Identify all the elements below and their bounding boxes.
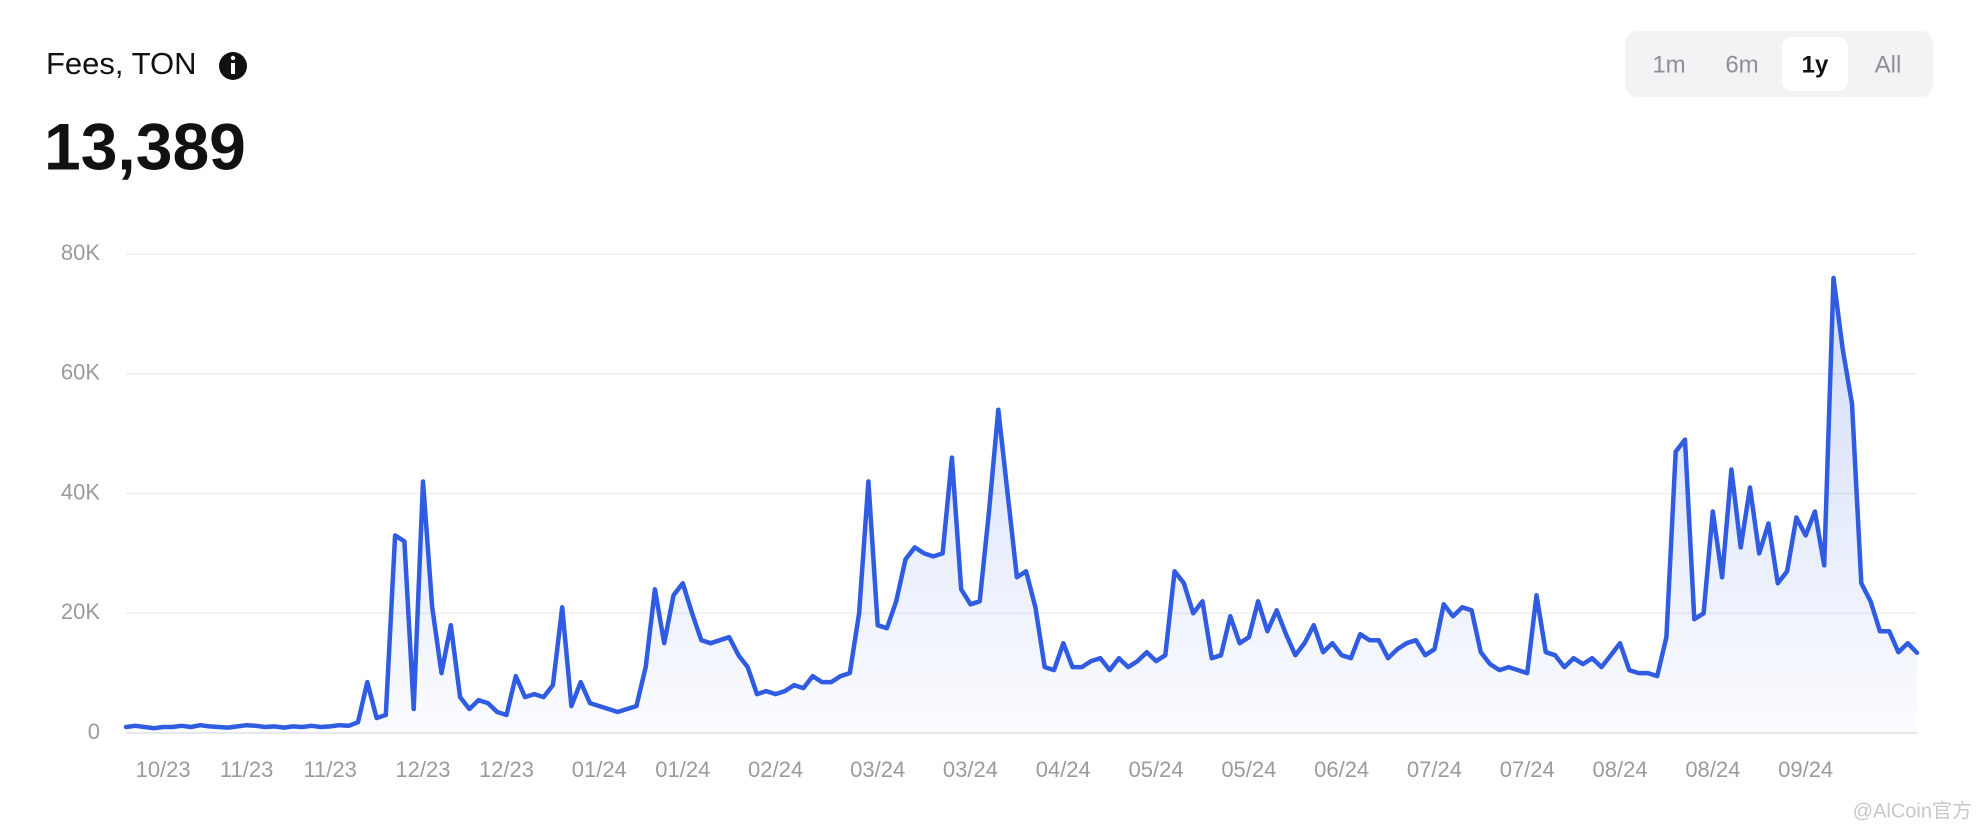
line	[123, 275, 1920, 731]
info-icon[interactable]	[219, 52, 247, 80]
x-tick-label: 10/23	[136, 757, 191, 782]
x-tick-label: 11/23	[220, 757, 273, 782]
x-tick-label: 11/23	[303, 757, 356, 782]
x-tick-label: 04/24	[1036, 757, 1091, 782]
x-tick-label: 05/24	[1129, 757, 1184, 782]
area-fill	[126, 278, 1917, 733]
chart-title: Fees, TON	[46, 46, 196, 81]
x-tick-label: 01/24	[655, 757, 710, 782]
y-tick-label: 20K	[61, 599, 100, 624]
x-tick-label: 06/24	[1314, 757, 1369, 782]
x-tick-label: 07/24	[1407, 757, 1462, 782]
y-tick-label: 40K	[61, 479, 100, 504]
x-tick-label: 01/24	[572, 757, 627, 782]
range-button-active[interactable]	[1782, 37, 1848, 91]
x-tick-label: 02/24	[748, 757, 803, 782]
range-selector	[1625, 31, 1933, 97]
watermark: @AlCoin官方	[1853, 799, 1972, 822]
x-tick-label: 08/24	[1593, 757, 1648, 782]
y-tick-label: 80K	[61, 240, 100, 265]
y-tick-label: 60K	[61, 360, 100, 385]
range-button[interactable]: 1m	[1652, 51, 1685, 78]
y-tick-label: 0	[88, 719, 100, 744]
x-tick-label: 05/24	[1221, 757, 1276, 782]
range-button[interactable]: 6m	[1725, 51, 1758, 78]
range-button[interactable]: All	[1875, 51, 1902, 78]
range-button[interactable]: 1y	[1802, 51, 1829, 78]
x-tick-label: 12/23	[395, 757, 450, 782]
x-tick-label: 03/24	[943, 757, 998, 782]
x-tick-label: 07/24	[1500, 757, 1555, 782]
x-tick-label: 12/23	[479, 757, 534, 782]
headline-value: 13,389	[44, 109, 246, 183]
x-tick-label: 08/24	[1685, 757, 1740, 782]
x-tick-label: 03/24	[850, 757, 905, 782]
x-tick-label: 09/24	[1778, 757, 1833, 782]
